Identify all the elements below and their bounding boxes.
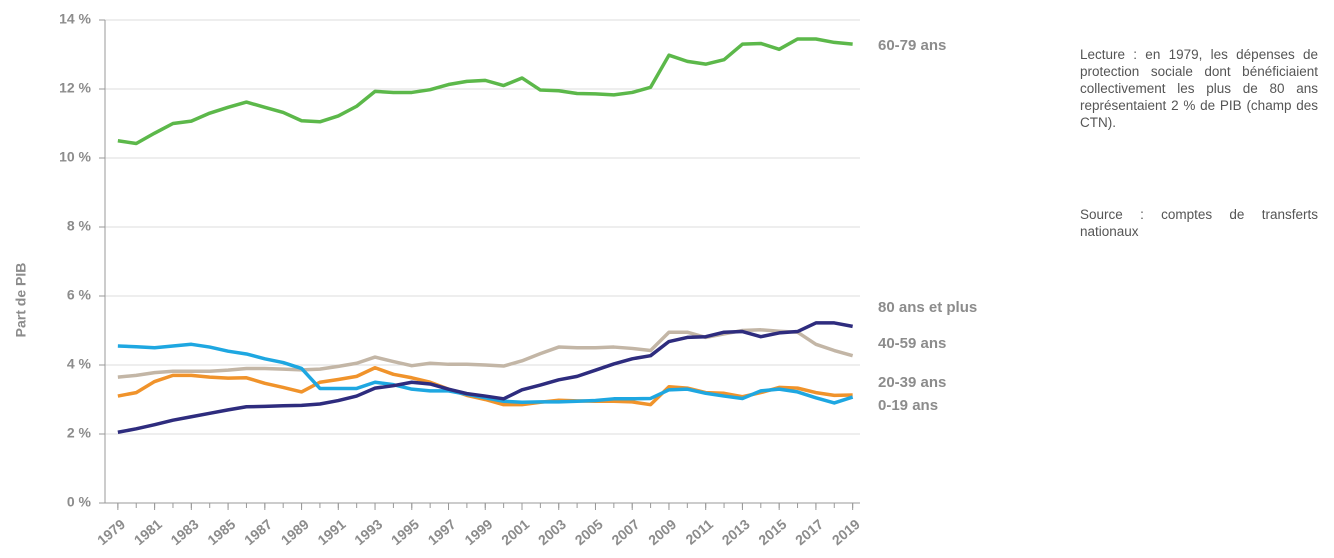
x-tick-label: 1981 (131, 516, 165, 548)
x-tick-label: 2003 (535, 516, 569, 548)
x-tick-label: 1989 (278, 516, 312, 548)
series-label: 40-59 ans (878, 335, 946, 352)
x-tick-label: 2017 (792, 516, 826, 548)
series-line (117, 321, 853, 434)
x-tick-label: 1993 (351, 516, 385, 548)
x-tick-label: 1997 (425, 516, 459, 548)
series-line (117, 37, 853, 146)
y-tick-label: 6 % (67, 287, 92, 303)
x-tick-label: 1995 (388, 516, 422, 548)
y-axis-label: Part de PIB (13, 263, 29, 338)
y-tick-label: 12 % (59, 80, 91, 96)
x-tick-label: 1979 (94, 516, 128, 548)
series-line (117, 328, 854, 379)
series-label: 80 ans et plus (878, 299, 977, 316)
x-tick-label: 2009 (645, 516, 679, 548)
x-tick-label: 2007 (608, 516, 642, 548)
series-line (117, 342, 854, 405)
series-label: 0-19 ans (878, 397, 938, 414)
series-label: 60-79 ans (878, 37, 946, 54)
y-tick-label: 2 % (67, 425, 92, 441)
x-tick-label: 1991 (314, 516, 348, 548)
y-tick-label: 4 % (67, 356, 92, 372)
x-tick-label: 2001 (498, 516, 532, 548)
x-tick-label: 2013 (719, 516, 753, 548)
x-tick-label: 2019 (829, 516, 863, 548)
x-tick-label: 2005 (572, 516, 606, 548)
y-tick-label: 14 % (59, 11, 91, 27)
x-tick-label: 2015 (755, 516, 789, 548)
annotation: Lecture : en 1979, les dépenses de prote… (1080, 47, 1318, 130)
series-label: 20-39 ans (878, 374, 946, 391)
x-tick-label: 1985 (204, 516, 238, 548)
x-tick-label: 1999 (461, 516, 495, 548)
x-tick-label: 1987 (241, 516, 275, 548)
y-tick-label: 10 % (59, 149, 91, 165)
annotation: Source : comptes de transferts nationaux (1080, 207, 1318, 239)
y-tick-label: 8 % (67, 218, 92, 234)
x-tick-label: 1983 (167, 516, 201, 548)
x-tick-label: 2011 (682, 516, 716, 548)
y-tick-label: 0 % (67, 494, 92, 510)
